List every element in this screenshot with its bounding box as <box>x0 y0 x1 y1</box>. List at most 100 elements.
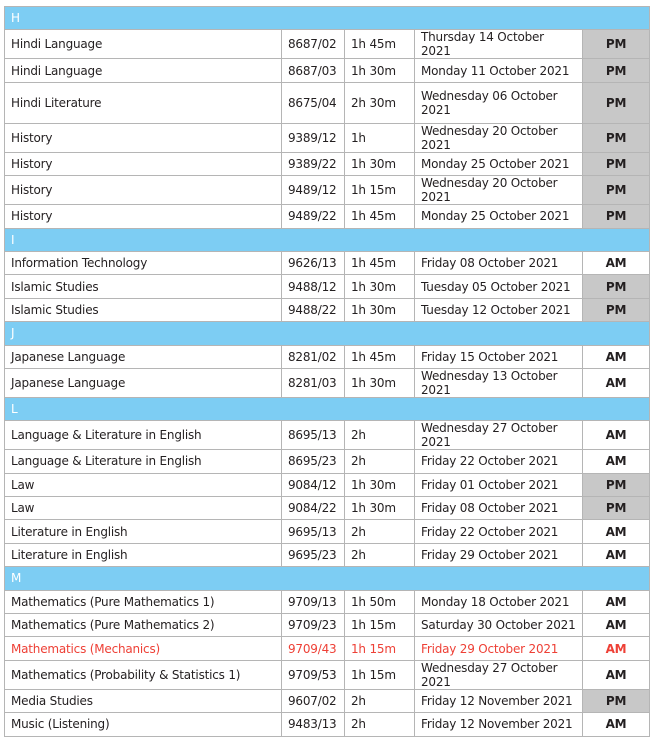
subject-cell: Literature in English <box>4 519 282 544</box>
section-header: I <box>3 227 651 252</box>
code-cell: 9709/23 <box>281 613 345 638</box>
duration-cell: 1h 30m <box>344 151 415 177</box>
duration-cell: 1h 45m <box>344 250 415 276</box>
session-cell: PM <box>581 151 651 177</box>
duration-cell: 2h <box>344 542 415 568</box>
section-letter: M <box>3 566 651 591</box>
table-row: History 9489/12 1h 15m Wednesday 20 October… <box>4 175 651 206</box>
session-cell: AM <box>581 542 651 568</box>
duration-cell: 1h 30m <box>344 496 415 521</box>
code-cell: 9488/12 <box>281 274 345 299</box>
code-cell: 8695/23 <box>281 449 345 474</box>
table-row: Islamic Studies 9488/12 1h 30m Tuesday 05 O… <box>4 274 651 299</box>
table-row: Hindi Language 8687/02 1h 45m Thursday 14 O… <box>4 29 651 60</box>
code-cell: 9084/22 <box>281 496 345 521</box>
code-cell: 9084/12 <box>281 472 345 498</box>
duration-cell: 2h <box>344 449 415 474</box>
subject-cell: Japanese Language <box>4 344 282 369</box>
table-row: Mathematics (Probability & Statistics 1)… <box>4 659 651 690</box>
duration-cell: 1h 45m <box>344 204 415 229</box>
session-cell: PM <box>581 472 651 498</box>
date-cell: Friday 29 October 2021 <box>414 542 583 568</box>
session-cell: PM <box>581 688 651 714</box>
code-cell: 9483/13 <box>281 712 345 737</box>
duration-cell: 1h <box>344 122 415 153</box>
date-cell: Friday 08 October 2021 <box>414 496 583 521</box>
table-row: Hindi Language 8687/03 1h 30m Monday 11 Oct… <box>4 58 651 83</box>
duration-cell: 1h 15m <box>344 659 415 690</box>
table-row: History 9389/22 1h 30m Monday 25 October 20… <box>4 151 651 177</box>
code-cell: 8281/03 <box>281 367 345 398</box>
session-cell: AM <box>581 420 651 451</box>
session-cell: PM <box>581 58 651 83</box>
table-row: Law 9084/22 1h 30m Friday 08 October 2021 PM <box>4 496 651 521</box>
subject-cell: Mathematics (Mechanics) <box>4 636 282 661</box>
session-cell: AM <box>581 519 651 544</box>
session-cell: AM <box>581 449 651 474</box>
date-cell: Friday 12 November 2021 <box>414 688 583 714</box>
session-cell: AM <box>581 659 651 690</box>
duration-cell: 2h <box>344 519 415 544</box>
table-row: Media Studies 9607/02 2h Friday 12 November… <box>4 688 651 714</box>
subject-cell: Language & Literature in English <box>4 420 282 451</box>
duration-cell: 2h 30m <box>344 81 415 124</box>
duration-cell: 1h 30m <box>344 274 415 299</box>
session-cell: PM <box>581 204 651 229</box>
duration-cell: 2h <box>344 420 415 451</box>
section-header: L <box>3 396 651 422</box>
table-row: Japanese Language 8281/03 1h 30m Wednesday … <box>4 367 651 398</box>
session-cell: AM <box>581 636 651 661</box>
session-cell: AM <box>581 344 651 369</box>
duration-cell: 1h 15m <box>344 636 415 661</box>
table-row: History 9389/12 1h Wednesday 20 October 202… <box>4 122 651 153</box>
date-cell: Saturday 30 October 2021 <box>414 613 583 638</box>
code-cell: 9709/13 <box>281 589 345 615</box>
table-row: Music (Listening) 9483/13 2h Friday 12 Nove… <box>4 712 651 737</box>
duration-cell: 1h 45m <box>344 344 415 369</box>
table-row: Language & Literature in English 8695/23 2… <box>4 449 651 474</box>
duration-cell: 1h 50m <box>344 589 415 615</box>
subject-cell: Language & Literature in English <box>4 449 282 474</box>
date-cell: Tuesday 05 October 2021 <box>414 274 583 299</box>
code-cell: 9695/23 <box>281 542 345 568</box>
session-cell: PM <box>581 274 651 299</box>
section-header: J <box>3 321 651 346</box>
date-cell: Monday 18 October 2021 <box>414 589 583 615</box>
code-cell: 9489/12 <box>281 175 345 206</box>
code-cell: 9626/13 <box>281 250 345 276</box>
duration-cell: 1h 15m <box>344 175 415 206</box>
code-cell: 9489/22 <box>281 204 345 229</box>
date-cell: Thursday 14 October 2021 <box>414 29 583 60</box>
subject-cell: Music (Listening) <box>4 712 282 737</box>
section-header: H <box>3 5 651 31</box>
date-cell: Friday 29 October 2021 <box>414 636 583 661</box>
code-cell: 8687/03 <box>281 58 345 83</box>
date-cell: Wednesday 06 October 2021 <box>414 81 583 124</box>
date-cell: Monday 25 October 2021 <box>414 204 583 229</box>
date-cell: Wednesday 27 October 2021 <box>414 659 583 690</box>
code-cell: 8687/02 <box>281 29 345 60</box>
session-cell: PM <box>581 297 651 323</box>
date-cell: Friday 22 October 2021 <box>414 449 583 474</box>
exam-timetable: H Hindi Language 8687/02 1h 45m Thursday 14 … <box>3 5 651 737</box>
date-cell: Wednesday 20 October 2021 <box>414 175 583 206</box>
table-row: Literature in English 9695/23 2h Friday 29 … <box>4 542 651 568</box>
code-cell: 9389/22 <box>281 151 345 177</box>
section-header: M <box>3 566 651 591</box>
date-cell: Monday 11 October 2021 <box>414 58 583 83</box>
code-cell: 9607/02 <box>281 688 345 714</box>
subject-cell: History <box>4 151 282 177</box>
subject-cell: Japanese Language <box>4 367 282 398</box>
duration-cell: 1h 30m <box>344 472 415 498</box>
section-letter: H <box>3 5 651 31</box>
code-cell: 9709/43 <box>281 636 345 661</box>
duration-cell: 1h 45m <box>344 29 415 60</box>
session-cell: PM <box>581 29 651 60</box>
session-cell: AM <box>581 712 651 737</box>
subject-cell: Mathematics (Pure Mathematics 1) <box>4 589 282 615</box>
subject-cell: Literature in English <box>4 542 282 568</box>
date-cell: Friday 12 November 2021 <box>414 712 583 737</box>
subject-cell: Mathematics (Probability & Statistics 1) <box>4 659 282 690</box>
session-cell: AM <box>581 250 651 276</box>
date-cell: Monday 25 October 2021 <box>414 151 583 177</box>
